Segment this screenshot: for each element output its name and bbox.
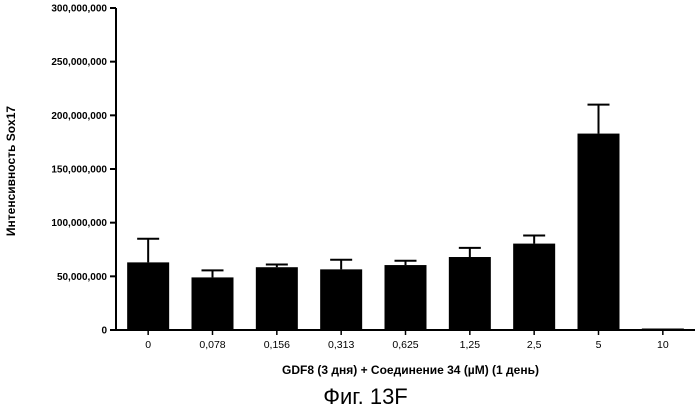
x-tick-label: 0,625 bbox=[392, 339, 418, 351]
bar bbox=[127, 262, 169, 330]
y-tick-label: 50,000,000 bbox=[57, 272, 107, 283]
y-tick-label: 150,000,000 bbox=[51, 165, 107, 176]
figure-caption: Фиг. 13F bbox=[323, 384, 408, 409]
bar bbox=[320, 269, 362, 330]
y-tick-label: 250,000,000 bbox=[51, 57, 107, 68]
y-tick-label: 200,000,000 bbox=[51, 111, 107, 122]
y-axis-ticks: 0 50,000,000 100,000,000 150,000,000 200,000… bbox=[51, 4, 116, 337]
bar bbox=[192, 277, 234, 330]
bar bbox=[513, 244, 555, 330]
bar bbox=[256, 267, 298, 330]
x-tick-label: 0,156 bbox=[264, 339, 290, 351]
x-tick-label: 0 bbox=[145, 339, 151, 351]
x-tick-label: 5 bbox=[596, 339, 602, 351]
x-axis-label: GDF8 (3 дня) + Соединение 34 (µM) (1 ден… bbox=[282, 363, 539, 377]
bar bbox=[449, 257, 491, 330]
x-tick-label: 0,078 bbox=[199, 339, 225, 351]
x-tick-label: 10 bbox=[657, 339, 669, 351]
bar bbox=[578, 134, 620, 330]
x-tick-label: 2,5 bbox=[527, 339, 542, 351]
y-tick-label: 300,000,000 bbox=[51, 4, 107, 15]
x-axis-ticks: 0 0,078 0,156 0,313 0,625 1,25 2,5 5 10 bbox=[145, 330, 669, 351]
x-tick-label: 1,25 bbox=[460, 339, 481, 351]
x-tick-label: 0,313 bbox=[328, 339, 354, 351]
bars bbox=[127, 105, 684, 330]
y-axis-label: Интенсивность Sox17 bbox=[4, 106, 18, 236]
y-tick-label: 0 bbox=[101, 326, 107, 337]
bar bbox=[385, 265, 427, 330]
y-tick-label: 100,000,000 bbox=[51, 218, 107, 229]
